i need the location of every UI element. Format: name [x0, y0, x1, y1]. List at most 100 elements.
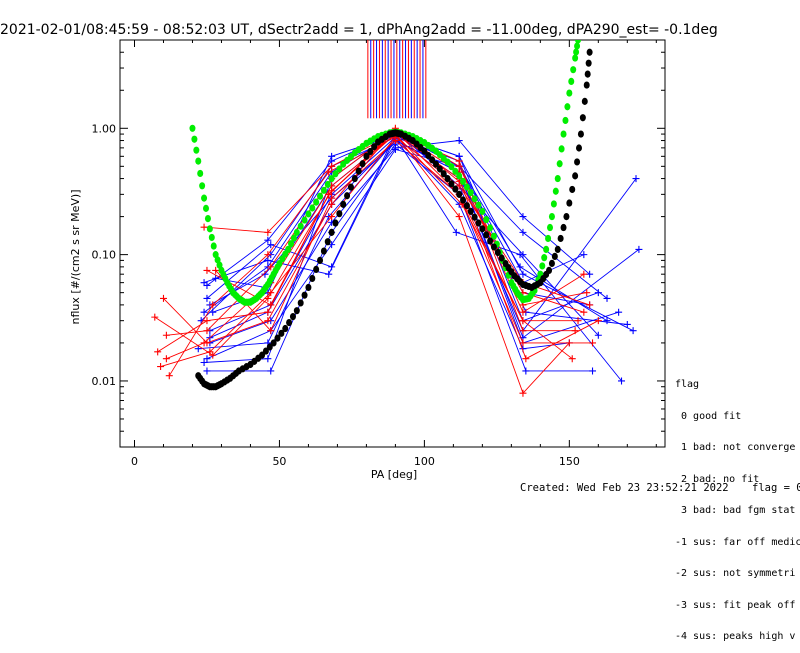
- data-point: [568, 355, 576, 363]
- fit-point: [421, 147, 428, 155]
- legend-item: 0 good fit: [675, 410, 742, 422]
- data-point: [209, 301, 217, 309]
- fit-point: [336, 165, 343, 173]
- data-point: [589, 367, 597, 375]
- fit-point: [444, 158, 451, 166]
- fit-point: [471, 195, 478, 203]
- data-point: [519, 228, 527, 236]
- legend-item: 2 bad: no fit: [675, 473, 760, 485]
- data-point: [618, 377, 626, 385]
- data-point: [325, 190, 333, 198]
- fit-point: [467, 188, 474, 197]
- fit-point: [577, 130, 584, 138]
- data-point: [519, 213, 527, 221]
- fit-point: [467, 207, 474, 215]
- created-timestamp: Created: Wed Feb 23 23:52:21 2022: [520, 482, 729, 494]
- data-point: [586, 301, 594, 309]
- fit-point: [270, 339, 277, 347]
- data-point: [162, 355, 170, 363]
- fit-point: [463, 183, 470, 191]
- data-point: [328, 263, 336, 271]
- fit-point: [328, 228, 335, 236]
- data-layer: [151, 40, 643, 397]
- fit-point: [328, 174, 335, 183]
- data-point: [267, 367, 275, 375]
- fit-point: [324, 180, 331, 189]
- fit-point: [541, 254, 548, 262]
- fit-point: [545, 234, 552, 243]
- data-point: [603, 294, 611, 302]
- fit-point: [203, 204, 210, 212]
- data-point: [519, 308, 527, 316]
- legend-item: 3 bad: bad fgm stat: [675, 505, 796, 516]
- fit-point: [556, 160, 563, 168]
- fit-point: [475, 219, 482, 227]
- fit-point: [546, 266, 553, 275]
- fit-point: [460, 196, 467, 204]
- data-point: [594, 317, 602, 325]
- fit-point: [572, 172, 579, 180]
- fit-point: [444, 174, 451, 183]
- fit-point: [574, 42, 581, 50]
- y-tick-label: 1.00: [92, 122, 117, 135]
- fit-point: [351, 174, 358, 183]
- plot-area: 0 50 100 150 0.01 0.10 1.00: [92, 39, 666, 468]
- fit-point: [573, 48, 580, 56]
- x-tick-label: 100: [414, 455, 435, 468]
- data-point: [328, 187, 336, 195]
- fit-point: [191, 135, 198, 143]
- data-point: [264, 294, 272, 302]
- fit-point: [456, 190, 463, 198]
- fit-point: [562, 116, 569, 125]
- data-point: [583, 289, 591, 297]
- fit-point: [585, 59, 592, 67]
- data-point: [209, 351, 217, 359]
- fit-point: [199, 182, 206, 190]
- data-point: [519, 251, 527, 259]
- data-point: [391, 137, 399, 145]
- fit-point: [548, 212, 555, 221]
- fit-point: [568, 77, 575, 85]
- fit-point: [557, 234, 564, 243]
- fit-point: [452, 167, 459, 175]
- data-point: [391, 145, 399, 153]
- fit-point: [189, 124, 196, 132]
- fit-point: [336, 210, 343, 218]
- fit-point: [313, 265, 320, 274]
- data-point: [328, 162, 336, 170]
- series-line: [204, 132, 576, 332]
- data-point: [203, 327, 211, 335]
- fit-point: [297, 222, 304, 230]
- fit-point: [560, 130, 567, 138]
- data-point: [264, 308, 272, 316]
- series-line: [166, 133, 570, 395]
- fit-point: [210, 242, 217, 250]
- fit-point: [278, 329, 285, 337]
- data-point: [151, 313, 159, 321]
- series-line: [168, 134, 599, 376]
- fit-point: [479, 207, 486, 215]
- fit-point: [266, 343, 273, 351]
- fit-point: [483, 231, 490, 239]
- y-tick-label: 0.01: [92, 375, 117, 388]
- fit-point: [355, 167, 362, 175]
- data-point: [629, 327, 637, 335]
- data-point: [519, 317, 527, 325]
- fit-point: [583, 81, 590, 89]
- fit-point: [371, 143, 378, 151]
- data-point: [603, 317, 611, 325]
- fit-point: [487, 237, 494, 245]
- fit-point: [539, 262, 546, 270]
- data-point: [267, 241, 275, 249]
- fit-point: [550, 200, 557, 208]
- fit-point: [566, 89, 573, 97]
- fit-point: [324, 238, 331, 246]
- data-point: [519, 270, 527, 278]
- fit-point: [206, 225, 213, 233]
- data-point: [264, 236, 272, 244]
- data-point: [203, 355, 211, 363]
- fit-point: [554, 174, 561, 183]
- fit-point: [367, 147, 374, 156]
- data-point: [264, 228, 272, 236]
- series-line: [206, 132, 584, 286]
